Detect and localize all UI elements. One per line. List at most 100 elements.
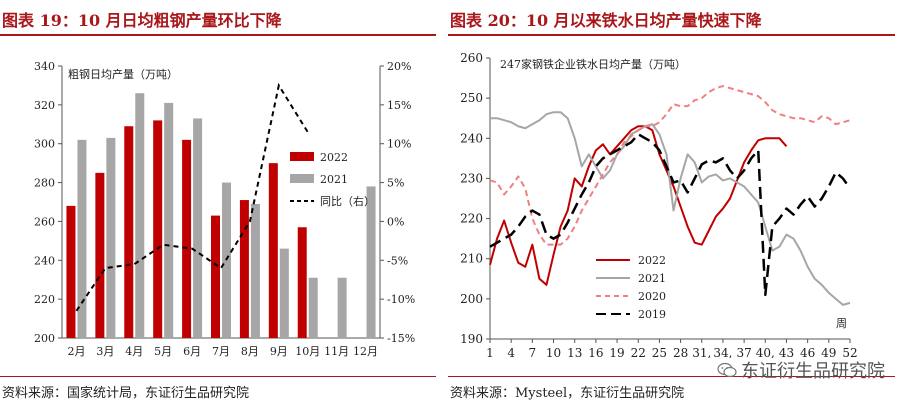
y-tick-label: 340: [34, 60, 55, 73]
bar-2022: [268, 163, 278, 338]
y2-tick-label: 10%: [387, 138, 411, 151]
x-tick-label: 31,: [692, 346, 711, 358]
hot-metal-line-chart: 190 200 210 220 230 240 250 260 1 4 7 10 13 16 19 22 25 2…: [460, 51, 858, 358]
y-tick-label: 260: [34, 215, 55, 228]
y-tick-label: 240: [34, 254, 55, 267]
legend-swatch-2022: [290, 152, 314, 161]
x-tick-label: 40,: [756, 346, 775, 358]
x-tick-label: 10月: [295, 345, 320, 358]
x-tick-label: 52: [842, 346, 857, 358]
legend-label-2022: 2022: [320, 151, 348, 164]
x-tick-label: 37: [736, 346, 751, 358]
right-source-note: 资料来源：Mysteel，东证衍生品研究院: [450, 386, 685, 401]
y-tick-label: 200: [460, 292, 483, 306]
right-chart-panel: 图表 20：10 月以来铁水日均产量快速下降 190 200 210 220 230 24…: [448, 0, 899, 407]
y-tick-label: 190: [460, 332, 483, 346]
x-tick-label: 19: [609, 346, 624, 358]
yoy-line: [75, 82, 309, 312]
y-tick-label: 210: [460, 252, 483, 266]
series-line-2019: [489, 133, 852, 297]
x-tick-label: 1: [486, 346, 494, 358]
bar-2022: [153, 120, 163, 339]
chart-inner-title: 粗钢日均产量（万吨）: [68, 67, 178, 81]
y2-tick-label: 20%: [387, 60, 411, 73]
legend-label-2021: 2021: [320, 173, 348, 186]
x-tick-label: 2月: [67, 345, 85, 358]
x-tick-label: 11月: [324, 345, 349, 358]
right-title-rule: [448, 34, 895, 36]
bar-2021: [279, 248, 289, 338]
bar-2021: [308, 277, 318, 338]
x-tick-label: 3月: [96, 345, 114, 358]
y-tick-label: 220: [460, 212, 483, 226]
wechat-logo-icon: [717, 362, 737, 378]
bar-2021: [366, 186, 376, 338]
x-tick-label: 4: [507, 346, 515, 358]
bar-2022: [182, 139, 192, 338]
x-axis-unit-label: 周: [836, 317, 847, 330]
watermark: 东证衍生品研究院: [717, 357, 885, 383]
x-tick-label: 28: [673, 346, 688, 358]
x-tick-label: 46: [800, 346, 815, 358]
x-tick-label: 5月: [154, 345, 172, 358]
y-tick-label: 240: [460, 131, 483, 145]
bar-2022: [95, 172, 105, 338]
bar-2022: [124, 126, 134, 338]
bar-2021: [106, 137, 116, 338]
bar-2021: [337, 277, 347, 338]
legend-label-2019: 2019: [638, 308, 666, 321]
x-tick-label: 10: [546, 346, 561, 358]
x-tick-label: 22: [631, 346, 646, 358]
series-line-2020: [489, 85, 851, 246]
y-tick-label: 250: [460, 91, 483, 105]
x-tick-label: 12月: [353, 345, 378, 358]
right-bottom-rule: [448, 376, 895, 377]
y-tick-label: 300: [34, 138, 55, 151]
bar-2022: [239, 200, 249, 338]
crude-steel-bar-chart: 200 220 240 260 280 300 320 340 -15% -10% -5% 0% 5% 1…: [34, 60, 415, 358]
bar-2022: [211, 215, 220, 338]
y-tick-label: 280: [34, 177, 55, 190]
y-tick-label: 260: [460, 51, 483, 65]
x-tick-label: 6月: [183, 345, 201, 358]
bar-2022: [297, 227, 307, 338]
bar-2021: [135, 93, 145, 338]
x-tick-label: 13: [567, 346, 582, 358]
legend-label-2022: 2022: [638, 254, 666, 267]
left-title-rule: [0, 34, 436, 36]
series-line-2022: [489, 125, 788, 286]
bar-2021: [164, 102, 174, 338]
left-source-note: 资料来源：国家统计局，东证衍生品研究院: [2, 386, 250, 401]
y-tick-label: 220: [34, 293, 55, 306]
x-tick-label: 7月: [212, 345, 230, 358]
bar-2021: [77, 139, 87, 338]
x-tick-label: 7: [529, 346, 537, 358]
legend-swatch-2021: [290, 174, 314, 183]
watermark-text: 东证衍生品研究院: [741, 361, 885, 382]
bar-2022: [66, 205, 76, 338]
x-tick-label: 8月: [241, 345, 259, 358]
legend-label-2020: 2020: [638, 290, 666, 303]
left-bottom-rule: [0, 376, 436, 377]
y2-tick-label: 0%: [387, 215, 404, 228]
y-tick-label: 230: [460, 171, 483, 185]
y2-tick-label: -5%: [387, 254, 408, 267]
y2-tick-label: 15%: [387, 99, 411, 112]
y2-tick-label: 5%: [387, 177, 404, 190]
bar-2021: [193, 118, 203, 338]
x-tick-label: 34,: [713, 346, 732, 358]
chart-inner-title: 247家钢铁企业铁水日均产量（万吨）: [500, 57, 686, 71]
left-chart-panel: 图表 19：10 月日均粗钢产量环比下降 200 220 240 260 280 300 3…: [0, 0, 440, 407]
y-tick-label: 200: [34, 332, 55, 345]
series-line-2021: [490, 111, 851, 306]
y-tick-label: 320: [34, 99, 55, 112]
x-tick-label: 9月: [270, 345, 288, 358]
legend-label-yoy: 同比（右）: [320, 194, 375, 208]
x-tick-label: 43: [779, 346, 794, 358]
y2-tick-label: -15%: [387, 332, 415, 345]
left-figure-title: 图表 19：10 月日均粗钢产量环比下降: [2, 11, 282, 30]
x-tick-label: 25: [652, 346, 667, 358]
x-tick-label: 49: [821, 346, 836, 358]
bar-2021: [250, 203, 260, 338]
right-figure-title: 图表 20：10 月以来铁水日均产量快速下降: [450, 11, 762, 30]
